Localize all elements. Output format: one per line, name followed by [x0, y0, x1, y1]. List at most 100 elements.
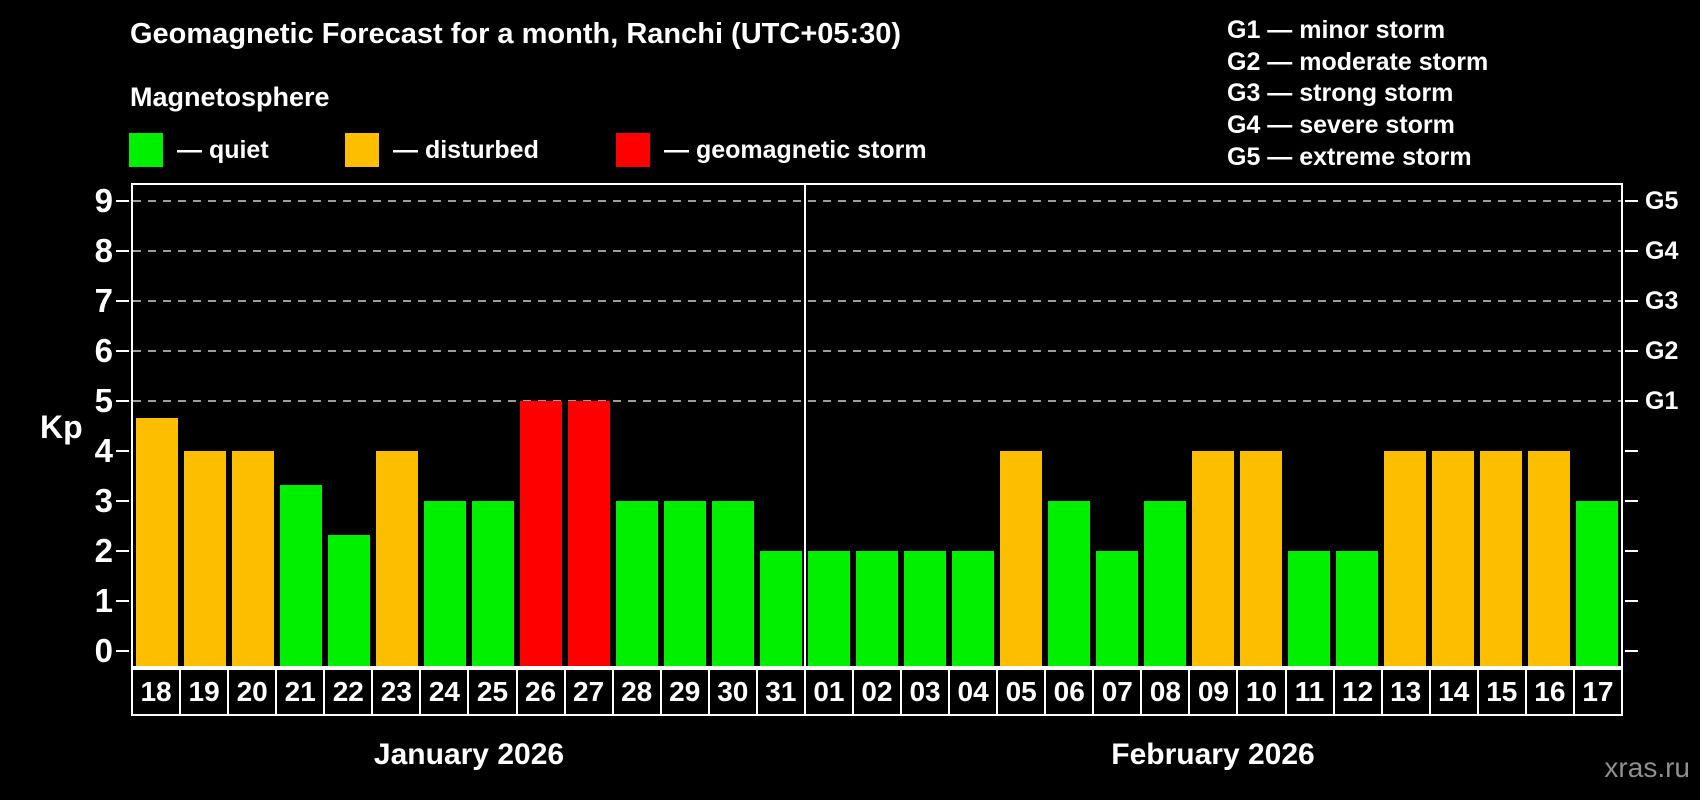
kp-bar-day-07 — [1096, 551, 1138, 666]
right-tick-kp4 — [1625, 450, 1638, 452]
month-divider — [804, 185, 806, 666]
left-tick-kp9 — [116, 200, 129, 202]
month-label-1: February 2026 — [1111, 738, 1315, 771]
day-label-16: 16 — [1524, 668, 1575, 716]
kp-bar-day-20 — [232, 451, 274, 666]
kp-bar-day-01 — [808, 551, 850, 666]
day-label-02: 02 — [851, 668, 902, 716]
y-tick-label-3: 3 — [94, 482, 113, 519]
kp-bar-day-09 — [1192, 451, 1234, 666]
day-label-08: 08 — [1140, 668, 1191, 716]
day-label-19: 19 — [179, 668, 230, 716]
left-tick-kp3 — [116, 500, 129, 502]
kp-bar-day-12 — [1336, 551, 1378, 666]
day-label-26: 26 — [515, 668, 566, 716]
plot-inner — [116, 185, 1638, 666]
magnetosphere-label: Magnetosphere — [130, 82, 330, 112]
kp-bar-day-02 — [856, 551, 898, 666]
y-tick-label-8: 8 — [94, 232, 113, 269]
day-label-20: 20 — [227, 668, 278, 716]
left-tick-kp8 — [116, 250, 129, 252]
day-label-06: 06 — [1044, 668, 1095, 716]
g-axis-label-G2: G2 — [1645, 337, 1679, 365]
day-label-09: 09 — [1188, 668, 1239, 716]
kp-bar-day-18 — [136, 417, 178, 666]
kp-bar-day-13 — [1384, 451, 1426, 666]
right-tick-kp3 — [1625, 500, 1638, 502]
day-label-04: 04 — [948, 668, 999, 716]
kp-bar-day-11 — [1288, 551, 1330, 666]
left-tick-kp2 — [116, 550, 129, 552]
g-axis-label-G5: G5 — [1645, 187, 1679, 215]
day-label-28: 28 — [611, 668, 662, 716]
day-label-17: 17 — [1572, 668, 1623, 716]
kp-bar-day-31 — [760, 551, 802, 666]
kp-bar-day-04 — [952, 551, 994, 666]
day-label-05: 05 — [996, 668, 1047, 716]
g-legend-line-4: G4 — severe storm — [1227, 111, 1455, 140]
day-label-31: 31 — [755, 668, 806, 716]
day-label-23: 23 — [371, 668, 422, 716]
kp-bar-day-14 — [1432, 451, 1474, 666]
y-tick-label-9: 9 — [94, 182, 113, 219]
y-tick-label-4: 4 — [94, 432, 113, 469]
right-tick-kp2 — [1625, 550, 1638, 552]
legend-label-storm: — geomagnetic storm — [664, 136, 927, 164]
kp-bar-day-30 — [712, 501, 754, 666]
legend-swatch-quiet — [129, 133, 163, 167]
legend-label-disturbed: — disturbed — [393, 136, 539, 164]
day-axis: 18 19 20 21 22 23 24 25 26 27 28 29 30 31 01 02 03 04 05 06… — [131, 668, 1623, 716]
g-legend-line-2: G2 — moderate storm — [1227, 47, 1489, 76]
day-label-24: 24 — [419, 668, 470, 716]
day-label-18: 18 — [131, 668, 182, 716]
kp-bar-day-17 — [1576, 501, 1618, 666]
right-tick-kp1 — [1625, 600, 1638, 602]
kp-bar-day-26 — [520, 401, 562, 666]
kp-bar-day-16 — [1528, 451, 1570, 666]
day-label-21: 21 — [275, 668, 326, 716]
kp-bar-day-08 — [1144, 501, 1186, 666]
g-axis-label-G1: G1 — [1645, 387, 1679, 415]
left-tick-kp1 — [116, 600, 129, 602]
left-tick-kp7 — [116, 300, 129, 302]
legend-swatch-storm — [616, 133, 650, 167]
day-label-13: 13 — [1380, 668, 1431, 716]
right-tick-kp9 — [1625, 200, 1638, 202]
kp-bar-day-05 — [1000, 451, 1042, 666]
g-axis-label-G3: G3 — [1645, 287, 1679, 315]
y-tick-label-0: 0 — [94, 632, 113, 669]
left-tick-kp0 — [116, 650, 129, 652]
day-label-25: 25 — [467, 668, 518, 716]
day-label-12: 12 — [1332, 668, 1383, 716]
day-label-10: 10 — [1236, 668, 1287, 716]
right-tick-kp7 — [1625, 300, 1638, 302]
day-label-30: 30 — [707, 668, 758, 716]
chart-title: Geomagnetic Forecast for a month, Ranchi… — [130, 18, 902, 50]
y-tick-label-2: 2 — [94, 532, 113, 569]
kp-bar-day-03 — [904, 551, 946, 666]
day-label-15: 15 — [1476, 668, 1527, 716]
y-axis-label: Kp — [40, 409, 83, 445]
kp-bar-day-28 — [616, 501, 658, 666]
kp-bar-day-22 — [328, 534, 370, 666]
y-tick-label-6: 6 — [94, 332, 113, 369]
kp-bar-day-15 — [1480, 451, 1522, 666]
gridline-kp5 — [133, 400, 1621, 402]
day-label-22: 22 — [323, 668, 374, 716]
day-label-01: 01 — [803, 668, 854, 716]
kp-bar-day-24 — [424, 501, 466, 666]
kp-bar-day-06 — [1048, 501, 1090, 666]
kp-bar-day-10 — [1240, 451, 1282, 666]
day-label-03: 03 — [900, 668, 951, 716]
day-label-27: 27 — [563, 668, 614, 716]
y-tick-label-1: 1 — [94, 582, 113, 619]
kp-bar-day-25 — [472, 501, 514, 666]
gridline-kp6 — [133, 350, 1621, 352]
kp-bar-day-29 — [664, 501, 706, 666]
watermark: xras.ru — [1604, 752, 1690, 783]
right-tick-kp8 — [1625, 250, 1638, 252]
day-label-29: 29 — [659, 668, 710, 716]
g-legend-line-1: G1 — minor storm — [1227, 16, 1446, 44]
kp-bar-day-23 — [376, 451, 418, 666]
